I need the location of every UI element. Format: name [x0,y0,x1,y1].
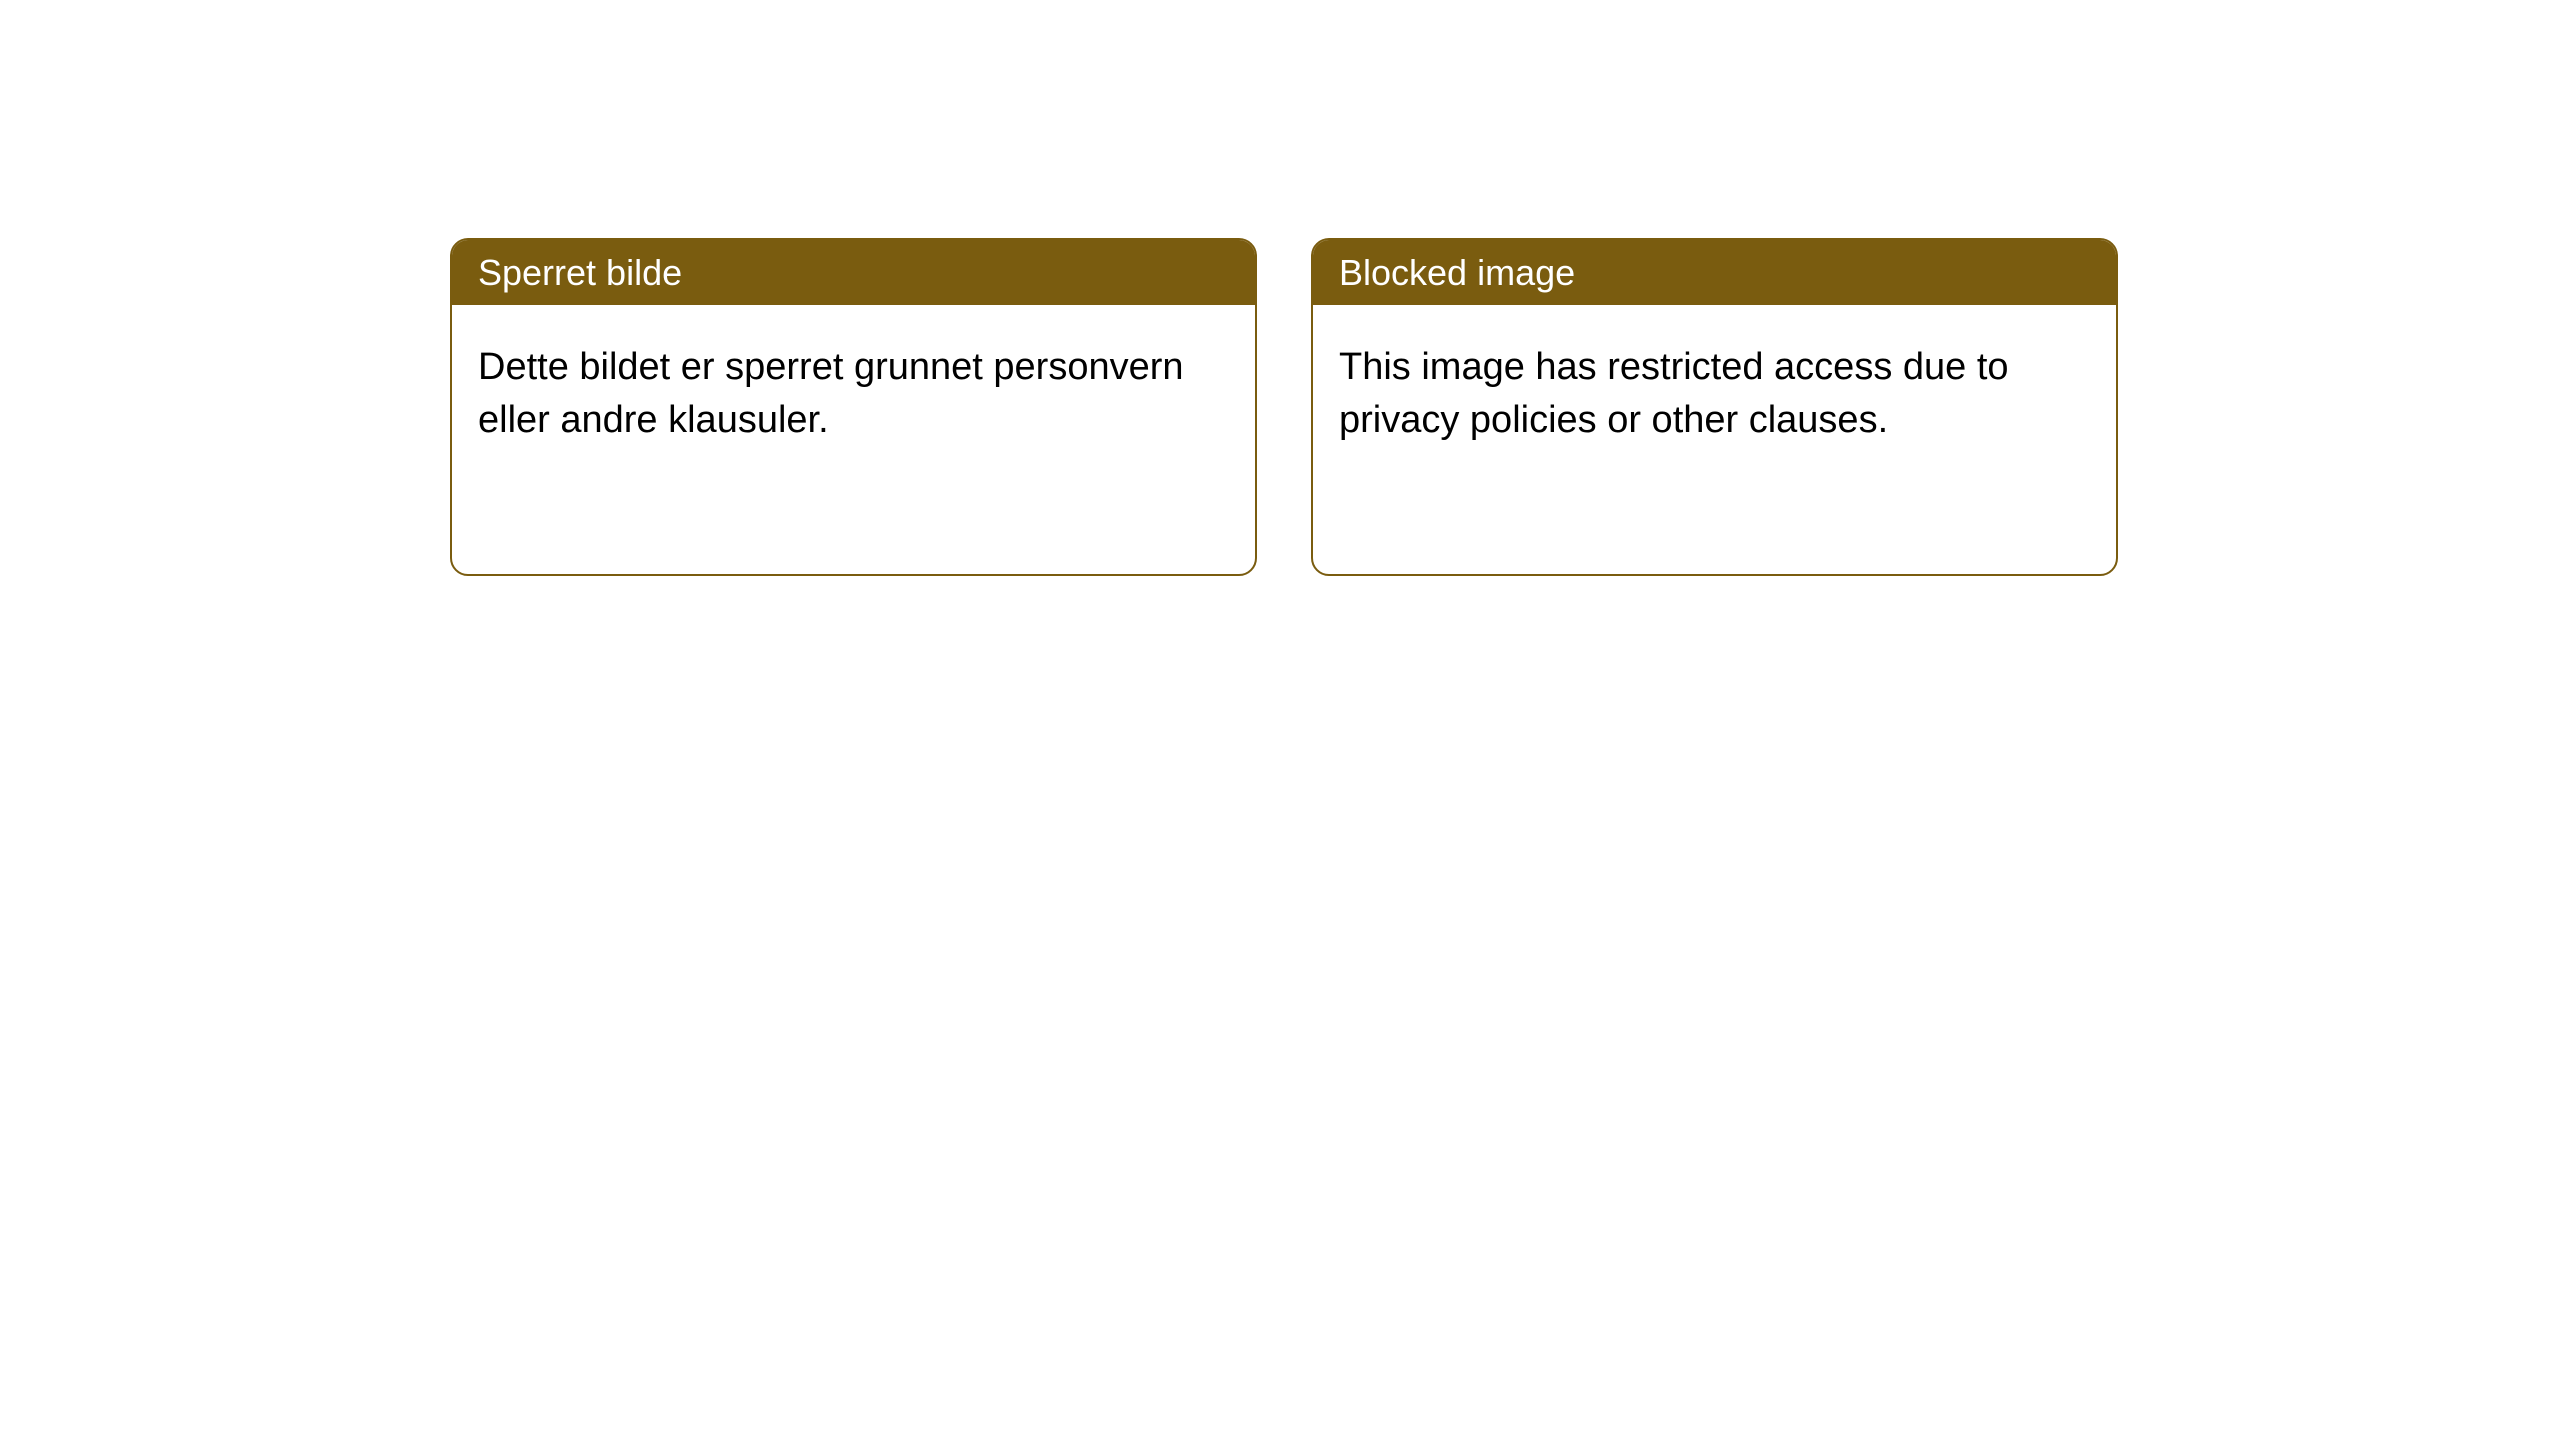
notice-body-norwegian: Dette bildet er sperret grunnet personve… [452,305,1255,482]
notice-title-norwegian: Sperret bilde [452,240,1255,305]
notice-card-norwegian: Sperret bilde Dette bildet er sperret gr… [450,238,1257,576]
notice-card-english: Blocked image This image has restricted … [1311,238,2118,576]
notice-body-english: This image has restricted access due to … [1313,305,2116,482]
notice-container: Sperret bilde Dette bildet er sperret gr… [0,0,2560,576]
notice-title-english: Blocked image [1313,240,2116,305]
